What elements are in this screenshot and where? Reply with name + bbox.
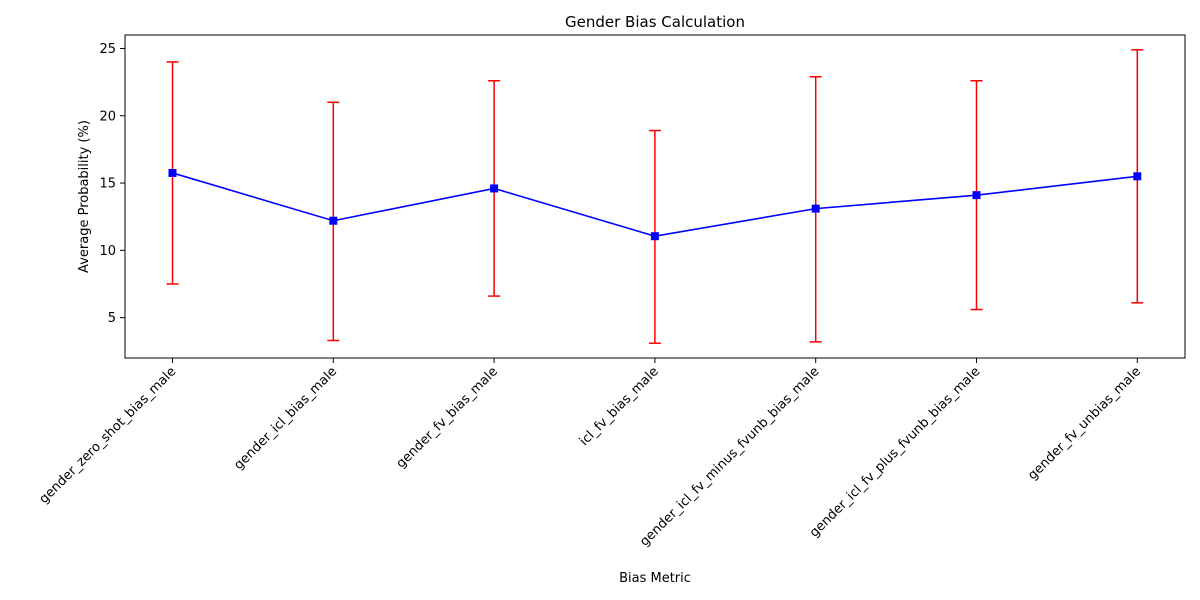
data-point-4	[811, 204, 820, 213]
y-tick-label-15: 15	[99, 177, 116, 192]
y-axis-label: Average Probability (%)	[77, 120, 92, 273]
x-tick-label-gender_icl_fv_plus_fvunb_bias_male: gender_icl_fv_plus_fvunb_bias_male	[807, 364, 983, 540]
data-point-5	[972, 191, 981, 200]
chart-title: Gender Bias Calculation	[565, 13, 745, 31]
y-tick-label-5: 5	[108, 311, 116, 326]
y-tick-label-10: 10	[99, 244, 116, 259]
y-tick-label-20: 20	[99, 109, 116, 124]
y-tick-label-25: 25	[99, 42, 116, 57]
plot-frame	[124, 34, 1186, 359]
x-tick-label-gender_fv_bias_male: gender_fv_bias_male	[394, 364, 501, 471]
data-point-3	[650, 232, 659, 241]
x-tick-label-gender_zero_shot_bias_male: gender_zero_shot_bias_male	[37, 364, 180, 507]
x-tick-label-gender_icl_bias_male: gender_icl_bias_male	[231, 364, 340, 473]
data-point-0	[168, 168, 177, 177]
x-tick-label-gender_fv_unbias_male: gender_fv_unbias_male	[1025, 364, 1144, 483]
data-point-6	[1133, 172, 1142, 181]
data-point-1	[329, 216, 338, 225]
data-point-2	[490, 184, 499, 193]
x-tick-label-gender_icl_fv_minus_fvunb_bias_male: gender_icl_fv_minus_fvunb_bias_male	[637, 364, 822, 549]
x-tick-label-icl_fv_bias_male: icl_fv_bias_male	[577, 364, 662, 449]
plot-area: 5 10 15 20 25 gender_zero_shot_bias_male gende…	[37, 42, 1145, 550]
x-axis-label: Bias Metric	[619, 571, 691, 586]
